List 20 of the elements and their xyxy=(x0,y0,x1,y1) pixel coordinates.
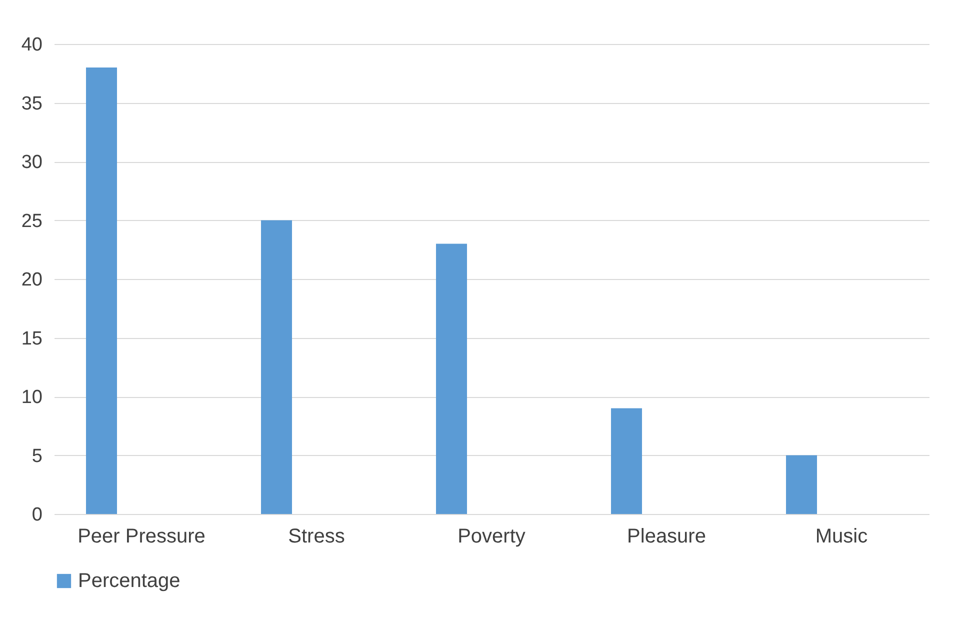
y-tick-label: 30 xyxy=(21,152,42,173)
bar xyxy=(611,408,642,514)
bar xyxy=(261,220,292,514)
x-tick-label: Music xyxy=(815,526,868,548)
y-tick-label: 5 xyxy=(32,446,42,467)
y-tick-label: 15 xyxy=(21,328,42,350)
bar xyxy=(86,68,117,514)
y-tick-label: 40 xyxy=(21,34,42,56)
bar xyxy=(786,455,817,514)
legend-label: Percentage xyxy=(78,570,180,592)
bar xyxy=(436,244,467,514)
y-tick-label: 25 xyxy=(21,210,42,232)
y-tick-label: 20 xyxy=(21,270,42,290)
x-tick-label: Peer Pressure xyxy=(78,526,206,548)
y-tick-label: 10 xyxy=(21,387,42,408)
x-tick-label: Stress xyxy=(288,526,345,548)
x-tick-label: Poverty xyxy=(458,526,526,548)
y-tick-label: 0 xyxy=(32,504,42,526)
x-tick-label: Pleasure xyxy=(627,526,706,548)
y-tick-label: 35 xyxy=(21,93,42,114)
